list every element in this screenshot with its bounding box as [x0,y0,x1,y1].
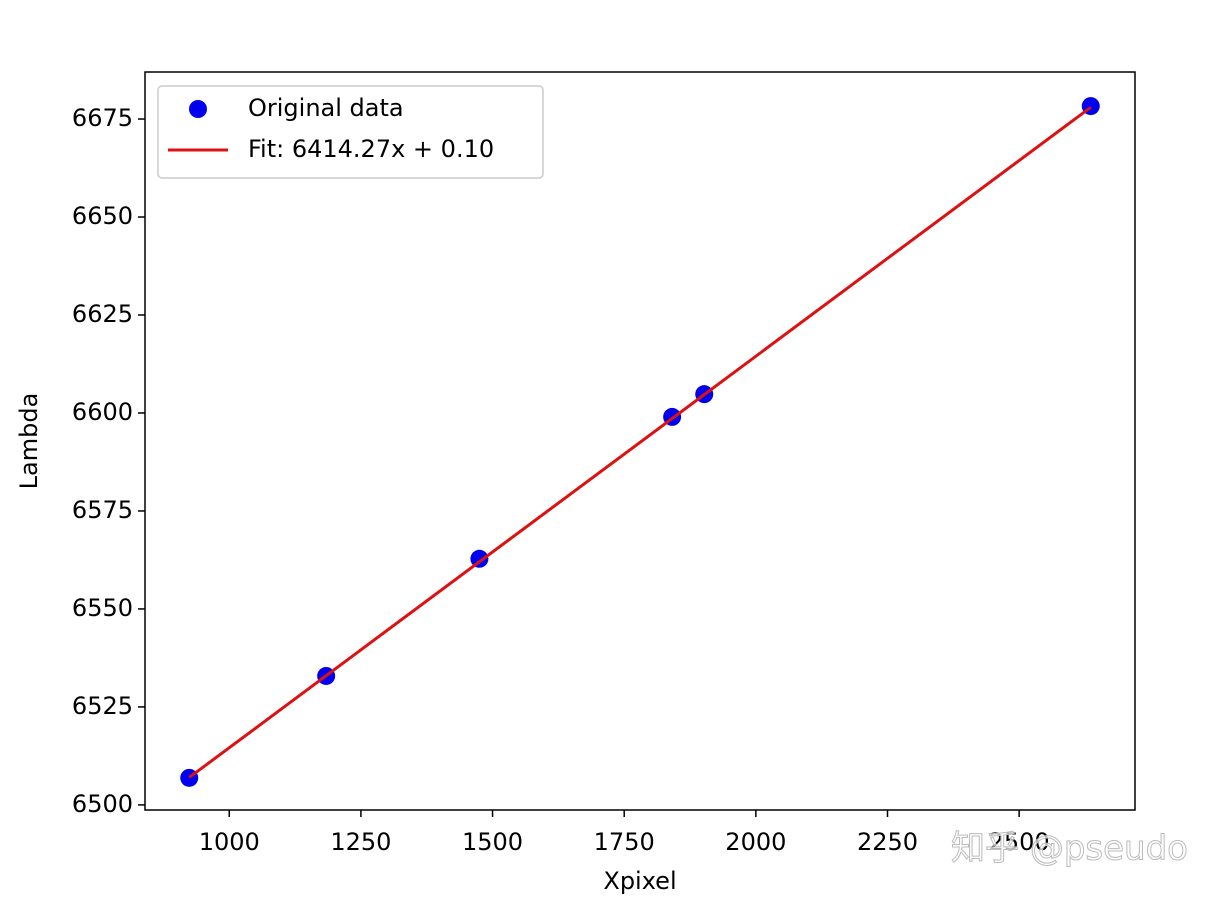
y-tick-label: 6550 [72,594,133,622]
legend-box [157,85,544,179]
x-tick-label: 2250 [857,828,918,856]
x-tick-label: 2500 [989,828,1050,856]
x-tick-label: 1000 [199,828,260,856]
x-tick-label: 1500 [462,828,523,856]
legend-marker [189,100,207,118]
x-axis-label: Xpixel [603,867,676,895]
x-tick-label: 2000 [725,828,786,856]
y-tick-label: 6525 [72,692,133,720]
legend: Original data Fit: 6414.27x + 0.10 [157,85,544,179]
y-tick-label: 6675 [72,104,133,132]
y-tick-label: 6625 [72,300,133,328]
x-tick-label: 1750 [594,828,655,856]
y-tick-label: 6600 [72,398,133,426]
watermark: 知乎 @pseudo [951,829,1188,869]
x-tick-label: 1250 [330,828,391,856]
legend-label: Original data [248,94,404,122]
y-tick-label: 6500 [72,790,133,818]
plot-frame [144,71,1136,811]
y-tick-label: 6575 [72,496,133,524]
legend-label: Fit: 6414.27x + 0.10 [248,135,494,163]
y-axis-label: Lambda [15,393,43,490]
fit-line [188,106,1092,779]
y-tick-label: 6650 [72,202,133,230]
